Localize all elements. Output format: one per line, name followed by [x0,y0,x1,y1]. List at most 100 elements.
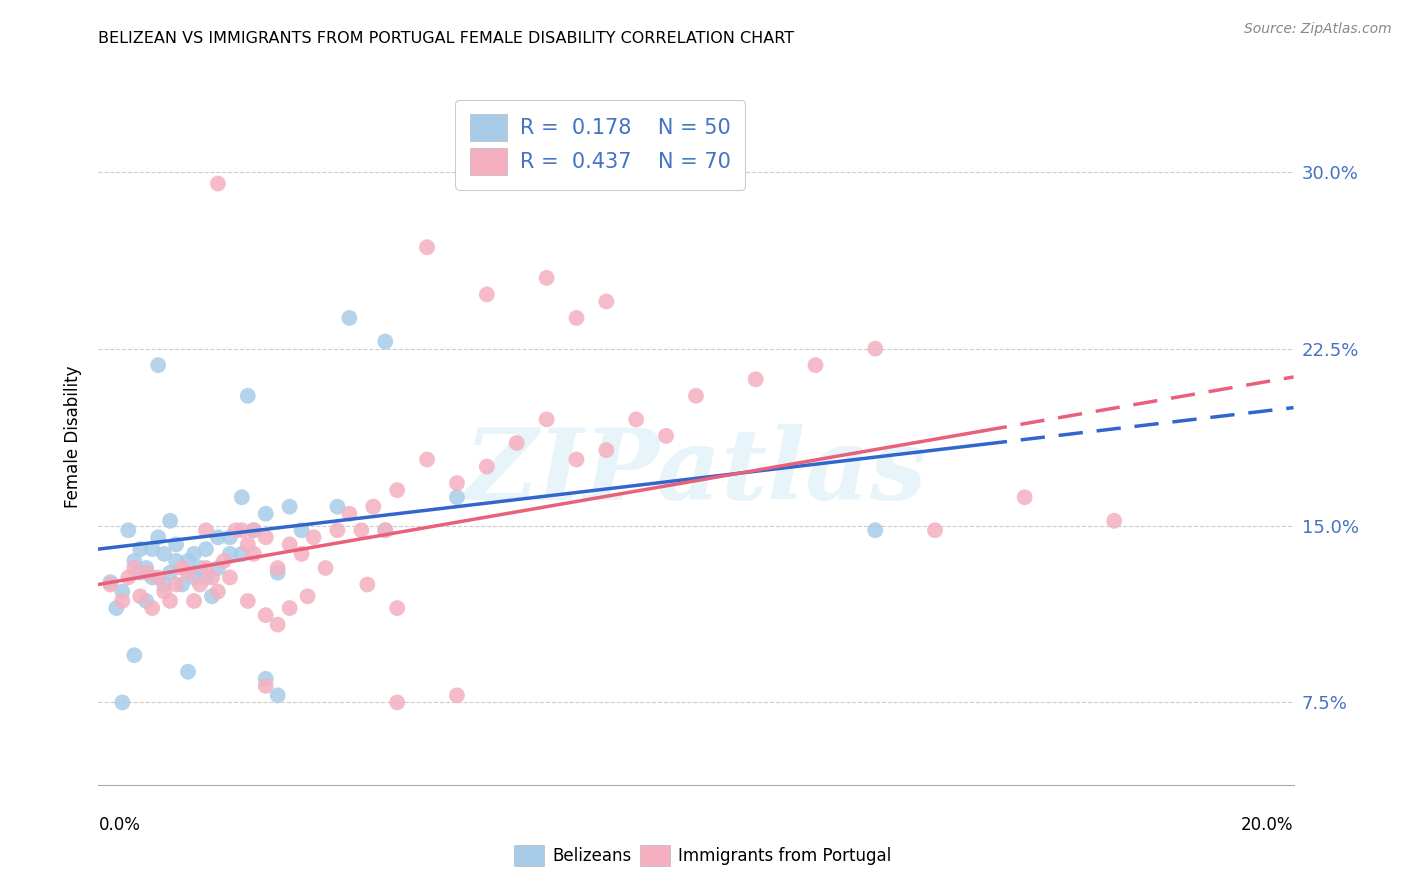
Point [111,584,134,599]
Legend: R =  0.178    N = 50, R =  0.437    N = 70: R = 0.178 N = 50, R = 0.437 N = 70 [456,100,745,190]
Point [153,577,176,591]
Point [278,537,301,551]
Point [124,648,146,663]
Point [326,500,349,514]
Point [416,452,439,467]
Point [291,547,314,561]
Point [339,310,360,325]
Point [565,310,588,325]
Text: BELIZEAN VS IMMIGRANTS FROM PORTUGAL FEMALE DISABILITY CORRELATION CHART: BELIZEAN VS IMMIGRANTS FROM PORTUGAL FEM… [98,31,794,46]
Point [506,436,529,450]
Point [315,561,337,575]
Point [124,554,146,568]
Point [172,577,194,591]
Point [326,523,349,537]
Point [219,547,242,561]
Point [626,412,648,426]
Point [129,589,152,603]
Point [254,530,277,544]
Point [374,523,396,537]
Point [297,589,319,603]
Point [117,570,139,584]
Point [165,554,187,568]
Point [141,570,163,584]
Point [231,490,253,504]
Point [183,570,205,584]
Point [254,507,277,521]
Point [374,523,396,537]
Point [129,566,152,580]
Point [475,287,498,301]
Point [339,507,360,521]
Point [177,566,200,580]
Text: 0.0%: 0.0% [98,816,141,834]
Point [302,530,325,544]
Point [267,566,290,580]
Point [267,617,290,632]
Point [100,575,122,590]
Point [148,358,170,372]
Point [536,271,558,285]
Legend: Belizeans, Immigrants from Portugal: Belizeans, Immigrants from Portugal [508,838,898,873]
Point [135,561,157,575]
Point [111,594,134,608]
Text: 20.0%: 20.0% [1241,816,1294,834]
Point [685,389,707,403]
Point [148,530,170,544]
Point [536,412,558,426]
Point [219,570,242,584]
Y-axis label: Female Disability: Female Disability [65,366,83,508]
Point [243,523,266,537]
Point [153,584,176,599]
Point [416,240,439,254]
Point [231,523,253,537]
Point [804,358,827,372]
Point [655,429,678,443]
Point [207,177,229,191]
Point [278,601,301,615]
Point [135,594,157,608]
Point [254,679,277,693]
Point [117,523,139,537]
Point [865,523,887,537]
Point [207,584,229,599]
Point [141,542,163,557]
Point [183,594,205,608]
Point [385,601,409,615]
Point [278,500,301,514]
Point [195,561,218,575]
Text: ZIPatlas: ZIPatlas [465,424,927,520]
Point [1104,514,1126,528]
Point [105,601,128,615]
Point [291,523,314,537]
Point [231,547,253,561]
Point [165,577,187,591]
Point [745,372,768,386]
Point [177,665,200,679]
Point [236,594,259,608]
Point [201,589,224,603]
Point [254,608,277,623]
Point [565,452,588,467]
Point [195,542,218,557]
Text: Source: ZipAtlas.com: Source: ZipAtlas.com [1244,22,1392,37]
Point [165,537,187,551]
Point [201,570,224,584]
Point [188,577,211,591]
Point [225,523,247,537]
Point [129,542,152,557]
Point [446,490,468,504]
Point [195,570,218,584]
Point [135,566,157,580]
Point [188,561,211,575]
Point [865,342,887,356]
Point [374,334,396,349]
Point [148,570,170,584]
Point [243,547,266,561]
Point [172,561,194,575]
Point [254,672,277,686]
Point [100,577,122,591]
Point [350,523,373,537]
Point [356,577,378,591]
Point [385,483,409,497]
